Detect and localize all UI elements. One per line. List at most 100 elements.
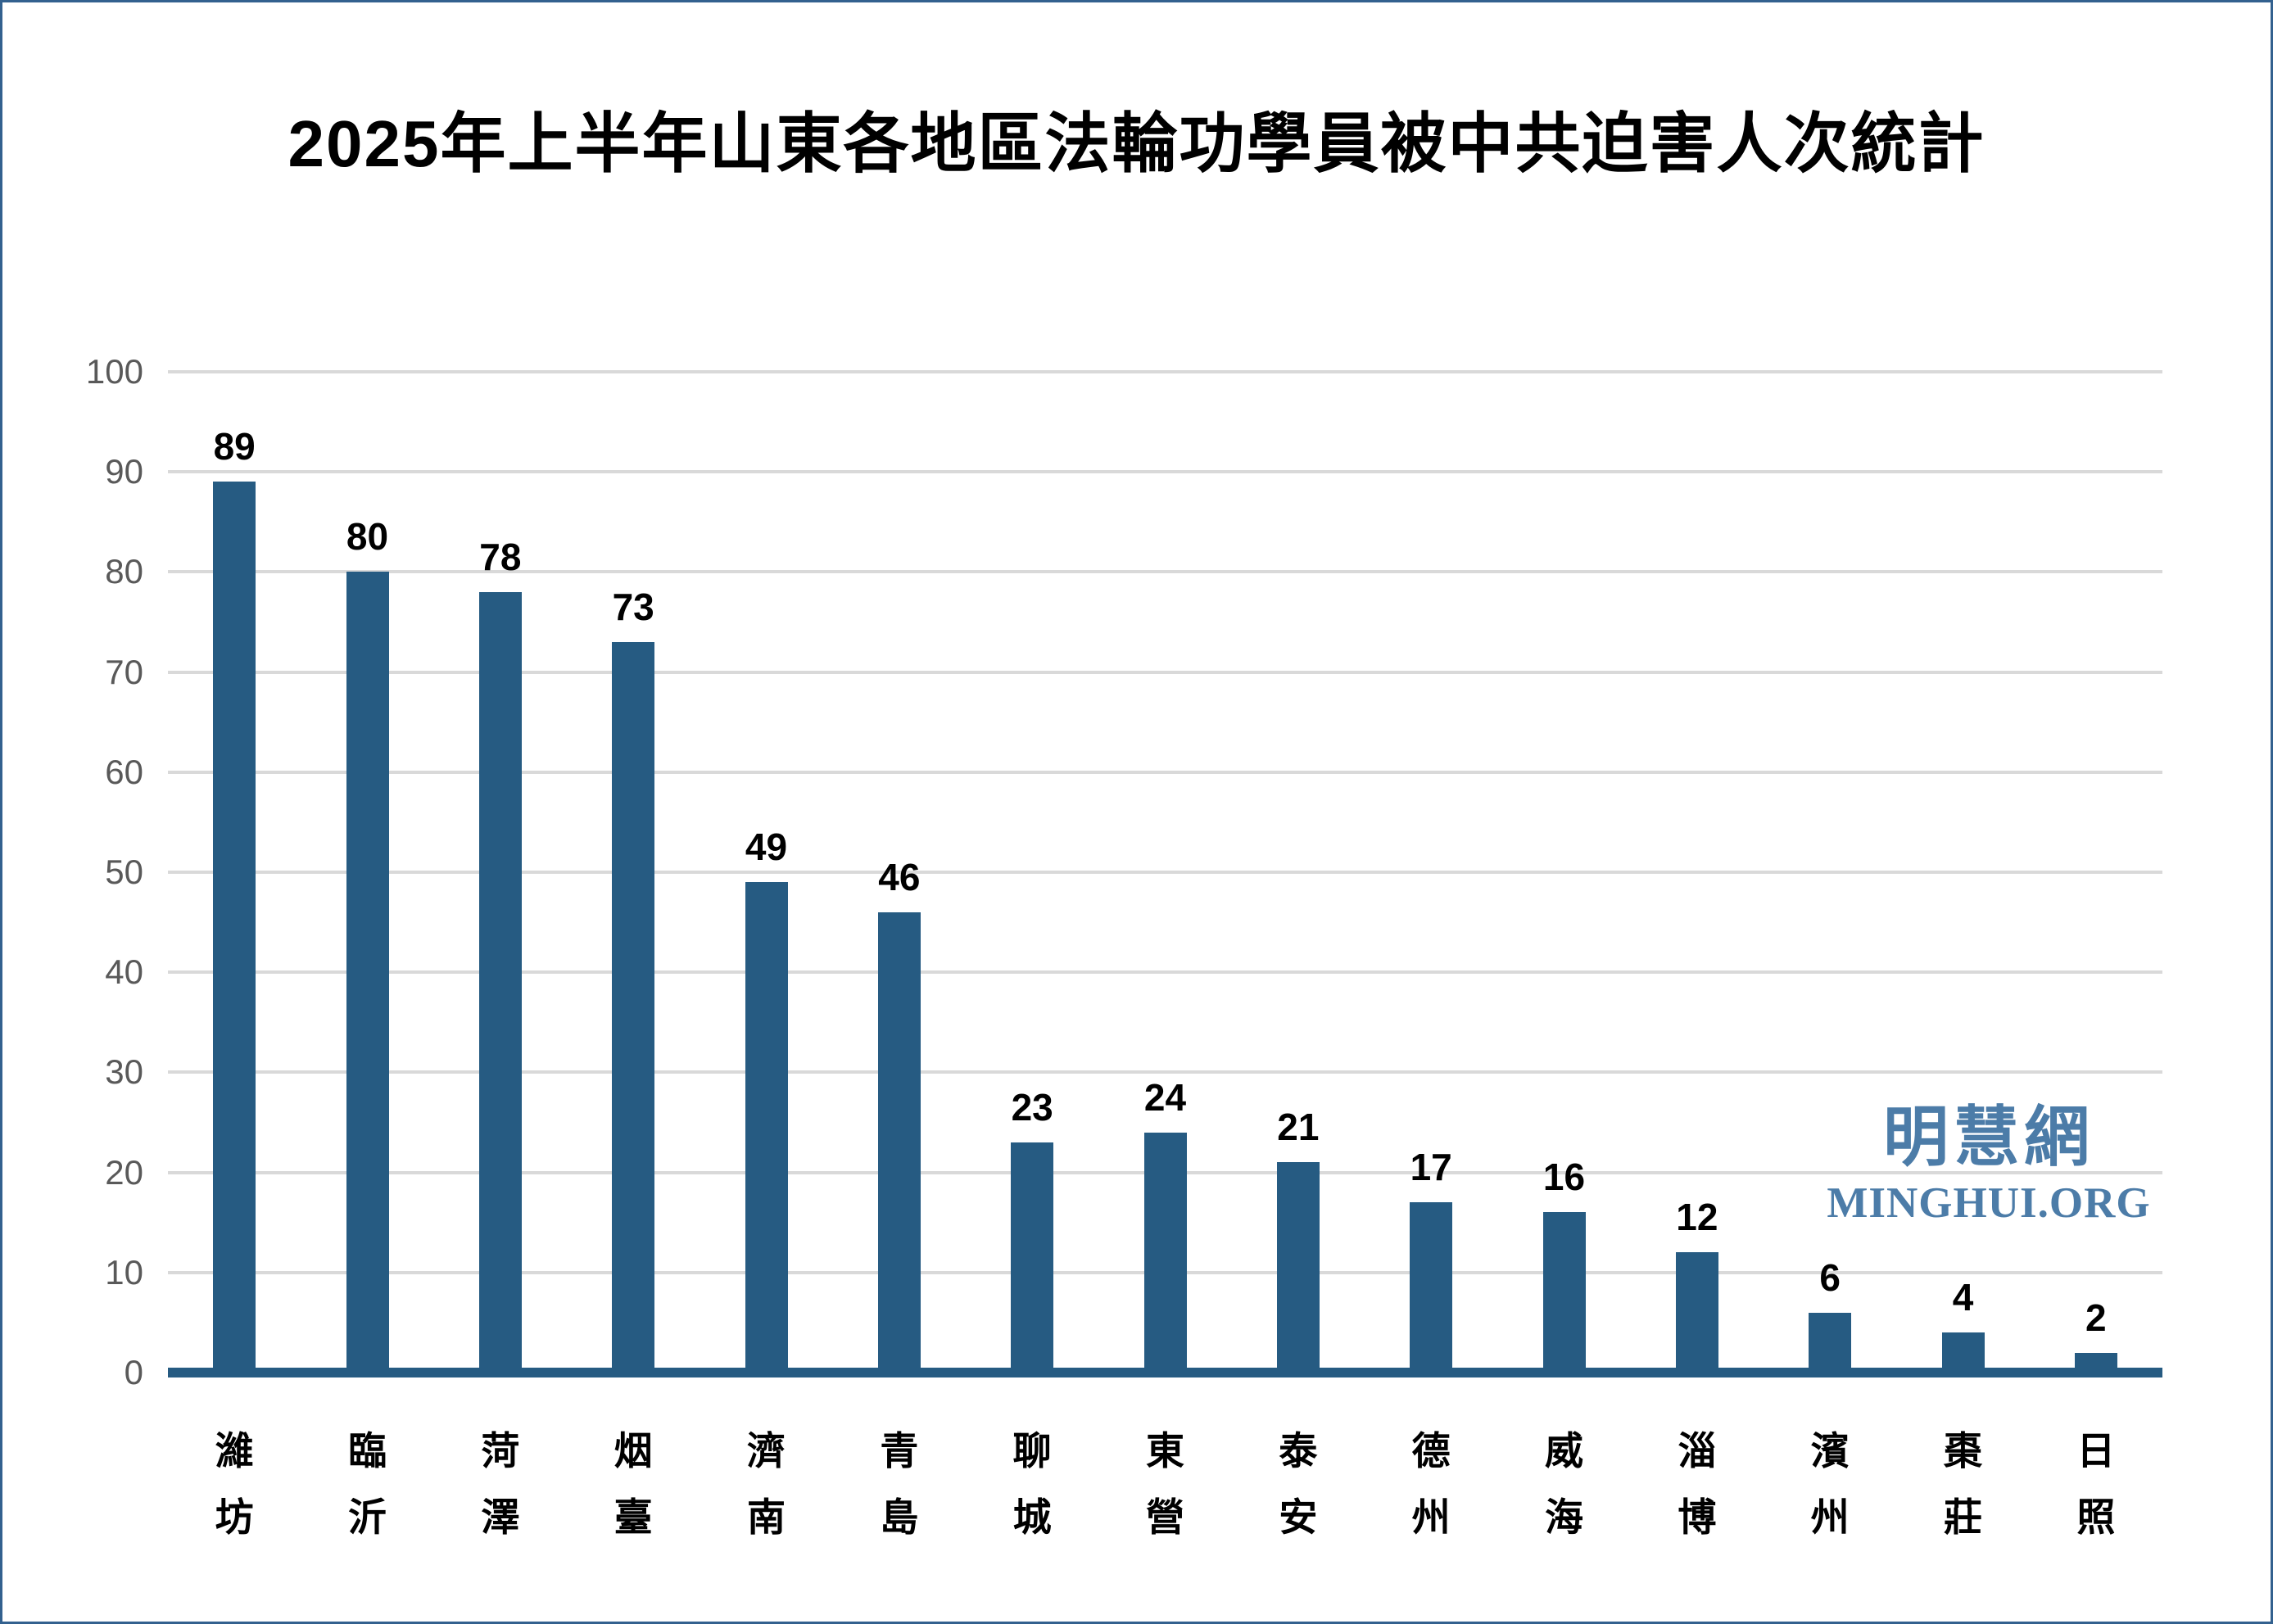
value-label-聊城: 23 [1011, 1085, 1053, 1129]
value-label-濰坊: 89 [213, 425, 256, 468]
category-label-日照: 日照 [2030, 1432, 2162, 1536]
category-char: 安 [1279, 1495, 1318, 1539]
gridline-70 [168, 670, 2162, 674]
x-axis-line [168, 1368, 2162, 1377]
gridline-50 [168, 871, 2162, 874]
y-tick-label-80: 80 [105, 552, 143, 591]
bar-德州 [1410, 1202, 1453, 1373]
bar-威海 [1542, 1212, 1586, 1373]
bar-青島 [877, 912, 921, 1373]
value-label-濟南: 49 [745, 826, 788, 869]
value-label-臨沂: 80 [346, 515, 389, 559]
bar-菏澤 [478, 591, 522, 1373]
y-tick-label-40: 40 [105, 952, 143, 992]
watermark-latin-text: MINGHUI.ORG [1827, 1179, 2151, 1227]
category-label-青島: 青島 [833, 1432, 966, 1536]
plot-area: 0 10 20 30 40 50 60 70 80 90 100 89 80 78 73 49 46 23 24 2… [86, 352, 2162, 1536]
category-char: 州 [1810, 1495, 1850, 1539]
chart-title: 2025年上半年山東各地區法輪功學員被中共迫害人次統計 [288, 107, 1985, 180]
bar-烟臺 [612, 641, 655, 1373]
category-char: 聊 [1012, 1429, 1052, 1472]
category-char: 泰 [1279, 1429, 1318, 1472]
category-char: 營 [1145, 1495, 1184, 1539]
category-label-泰安: 泰安 [1232, 1432, 1365, 1536]
category-char: 日 [2076, 1429, 2116, 1472]
category-label-聊城: 聊城 [966, 1432, 1098, 1536]
category-char: 烟 [614, 1429, 653, 1472]
value-label-濱州: 6 [1819, 1255, 1841, 1299]
category-char: 州 [1411, 1495, 1451, 1539]
bar-濱州 [1809, 1312, 1852, 1373]
category-label-菏澤: 菏澤 [434, 1432, 567, 1536]
category-char: 東 [1145, 1429, 1184, 1472]
value-label-泰安: 21 [1277, 1106, 1320, 1149]
category-label-棗莊: 棗莊 [1896, 1432, 2029, 1536]
gridline-40 [168, 970, 2162, 975]
category-char: 菏 [481, 1429, 520, 1472]
y-tick-label-60: 60 [105, 752, 143, 791]
value-label-威海: 16 [1542, 1156, 1586, 1199]
category-label-威海: 威海 [1497, 1432, 1630, 1536]
category-char: 莊 [1943, 1495, 1982, 1539]
gridline-30 [168, 1070, 2162, 1074]
category-label-烟臺: 烟臺 [567, 1432, 700, 1536]
bar-東營 [1143, 1132, 1187, 1373]
y-tick-label-10: 10 [105, 1252, 143, 1292]
category-char: 德 [1411, 1429, 1451, 1472]
category-char: 海 [1544, 1495, 1583, 1539]
value-label-淄博: 12 [1676, 1196, 1718, 1239]
category-char: 濰 [215, 1429, 254, 1472]
category-char: 淄 [1678, 1429, 1717, 1472]
category-char: 南 [746, 1495, 786, 1539]
y-tick-label-90: 90 [105, 452, 143, 491]
category-label-淄博: 淄博 [1631, 1432, 1764, 1536]
category-label-濟南: 濟南 [700, 1432, 832, 1536]
category-char: 濱 [1810, 1429, 1850, 1472]
category-char: 坊 [215, 1495, 254, 1539]
bar-濰坊 [213, 482, 256, 1373]
bar-泰安 [1276, 1162, 1320, 1373]
y-tick-label-50: 50 [105, 853, 143, 891]
bar-棗莊 [1941, 1332, 1985, 1373]
category-char: 博 [1678, 1495, 1717, 1539]
bar-聊城 [1011, 1142, 1054, 1373]
category-char: 臺 [614, 1495, 653, 1539]
bar-濟南 [745, 882, 788, 1373]
category-char: 照 [2076, 1495, 2116, 1539]
category-char: 島 [880, 1495, 919, 1539]
gridline-80 [168, 570, 2162, 574]
y-tick-label-0: 0 [124, 1353, 143, 1391]
category-char: 城 [1012, 1495, 1052, 1539]
bar-淄博 [1675, 1252, 1718, 1373]
category-char: 威 [1544, 1429, 1583, 1472]
category-char: 臨 [347, 1429, 387, 1472]
category-label-德州: 德州 [1365, 1432, 1497, 1536]
gridline-90 [168, 470, 2162, 474]
minghui-watermark: 明慧網 MINGHUI.ORG [1825, 1105, 2153, 1225]
value-label-東營: 24 [1143, 1075, 1187, 1119]
watermark-cjk-text: 明慧網 [1883, 1101, 2094, 1174]
category-char: 棗 [1943, 1429, 1982, 1472]
bar-臨沂 [346, 572, 389, 1373]
category-label-臨沂: 臨沂 [301, 1432, 433, 1536]
y-tick-label-20: 20 [105, 1152, 143, 1192]
value-label-烟臺: 73 [612, 585, 654, 628]
value-label-棗莊: 4 [1952, 1276, 1974, 1319]
value-label-菏澤: 78 [479, 535, 522, 578]
category-label-濱州: 濱州 [1764, 1432, 1896, 1536]
gridline-60 [168, 770, 2162, 774]
category-label-東營: 東營 [1098, 1432, 1231, 1536]
y-tick-label-70: 70 [105, 652, 143, 691]
category-label-濰坊: 濰坊 [168, 1432, 301, 1536]
gridline-100 [168, 370, 2162, 373]
value-label-日照: 2 [2085, 1296, 2107, 1339]
y-tick-label-30: 30 [105, 1052, 143, 1092]
y-tick-label-100: 100 [85, 352, 143, 391]
value-label-德州: 17 [1410, 1146, 1452, 1189]
category-char: 青 [880, 1429, 919, 1472]
category-char: 澤 [481, 1495, 520, 1539]
category-char: 沂 [347, 1495, 387, 1539]
value-label-青島: 46 [878, 855, 921, 898]
category-char: 濟 [746, 1429, 786, 1472]
